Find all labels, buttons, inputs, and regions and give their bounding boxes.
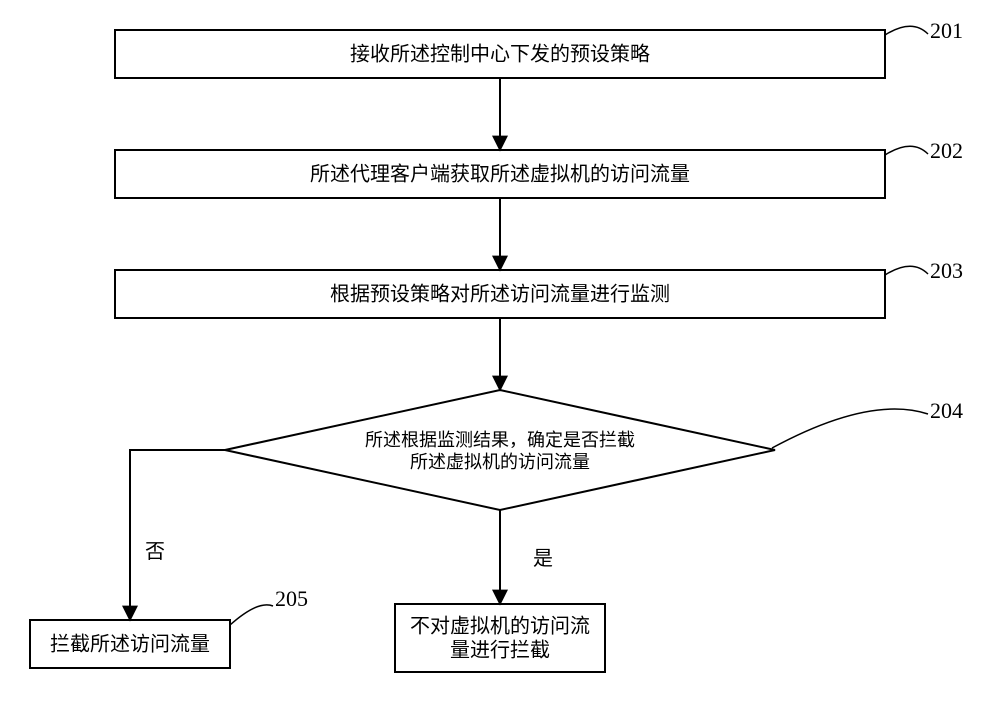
step-203-text: 根据预设策略对所述访问流量进行监测: [330, 283, 670, 306]
branch-yes-label: 是: [533, 548, 553, 570]
step-201-text: 接收所述控制中心下发的预设策略: [350, 43, 650, 66]
callout-curve: [885, 266, 928, 275]
step-202-text: 所述代理客户端获取所述虚拟机的访问流量: [310, 163, 690, 186]
callout-curve: [885, 146, 928, 155]
callout-curve: [885, 26, 928, 35]
step-yes-line1: 不对虚拟机的访问流: [410, 615, 590, 638]
decision-204-line1: 所述根据监测结果，确定是否拦截: [365, 430, 635, 450]
step-yes-box: [395, 604, 605, 672]
step-203-number: 203: [930, 258, 963, 283]
step-205-number: 205: [275, 586, 308, 611]
step-202-number: 202: [930, 138, 963, 163]
branch-no-label: 否: [145, 541, 165, 563]
step-205-text: 拦截所述访问流量: [50, 633, 210, 656]
flowchart-canvas: 接收所述控制中心下发的预设策略 201 所述代理客户端获取所述虚拟机的访问流量 202…: [0, 0, 1000, 708]
callout-curve: [772, 409, 928, 448]
step-201-number: 201: [930, 18, 963, 43]
callout-curve: [230, 605, 273, 625]
edge-decision-left: [130, 450, 225, 620]
decision-204-line2: 所述虚拟机的访问流量: [410, 452, 590, 472]
decision-204-number: 204: [930, 398, 963, 423]
step-yes-line2: 量进行拦截: [450, 639, 550, 662]
